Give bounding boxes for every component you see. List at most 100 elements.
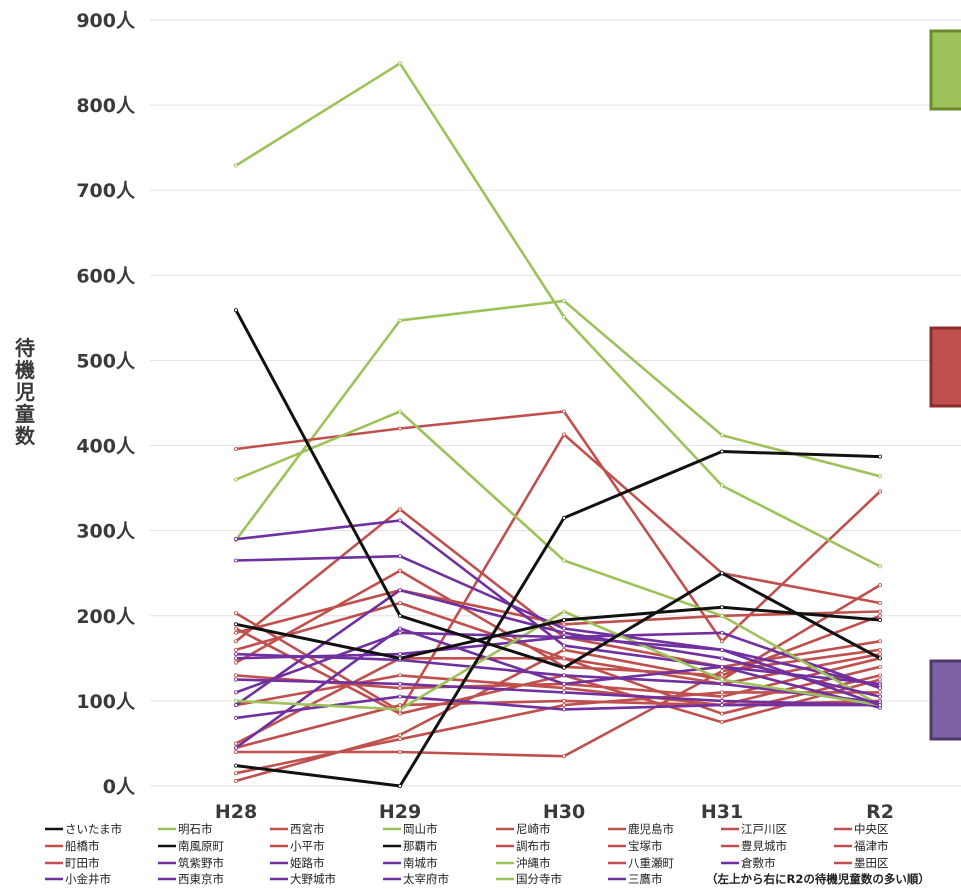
series-point xyxy=(233,652,238,657)
series-point xyxy=(233,163,238,168)
legend-label: 那覇市 xyxy=(403,839,438,853)
legend-label: 尼崎市 xyxy=(516,822,551,836)
series-line xyxy=(234,299,881,541)
series-point xyxy=(233,673,238,678)
series-point xyxy=(233,622,238,627)
series-point xyxy=(562,298,567,303)
series-point xyxy=(233,477,238,482)
series-point xyxy=(720,673,725,678)
series-point xyxy=(878,474,883,479)
series-point xyxy=(397,588,402,593)
series-point xyxy=(878,686,883,691)
legend-label: 国分寺市 xyxy=(516,872,562,886)
legend-label: 中央区 xyxy=(854,822,889,836)
legend-label: 筑紫野市 xyxy=(178,856,224,870)
group-box xyxy=(929,29,961,111)
series-point xyxy=(397,686,402,691)
series-point xyxy=(233,741,238,746)
series-point xyxy=(878,564,883,569)
series-point xyxy=(720,664,725,669)
series-point xyxy=(562,432,567,437)
series-point xyxy=(233,630,238,635)
series-point xyxy=(562,618,567,623)
series-point xyxy=(397,749,402,754)
legend-label: 福津市 xyxy=(854,839,889,853)
legend-label: 小金井市 xyxy=(65,872,111,886)
y-tick-label: 900人 xyxy=(76,10,136,32)
series-point xyxy=(720,433,725,438)
series-point xyxy=(878,647,883,652)
series-point xyxy=(878,639,883,644)
legend-note: （左上から右にR2の待機児童数の多い順） xyxy=(706,872,930,886)
group-boxes xyxy=(929,29,961,741)
legend-label: 太宰府市 xyxy=(403,872,449,886)
series-point xyxy=(233,647,238,652)
series-point xyxy=(562,690,567,695)
series-point xyxy=(397,613,402,618)
series-point xyxy=(720,483,725,488)
legend-label: 宝塚市 xyxy=(628,839,663,853)
series-point xyxy=(562,609,567,614)
series-point xyxy=(562,681,567,686)
series-point xyxy=(233,771,238,776)
series-point xyxy=(562,665,567,670)
series-point xyxy=(397,507,402,512)
legend-label: 明石市 xyxy=(178,822,213,836)
series-point xyxy=(397,711,402,716)
series-point xyxy=(878,656,883,661)
series-point xyxy=(233,763,238,768)
y-tick-label: 200人 xyxy=(76,606,136,628)
series-point xyxy=(397,703,402,708)
series-point xyxy=(397,707,402,712)
legend-label: 小平市 xyxy=(290,839,325,853)
series-point xyxy=(397,681,402,686)
series-point xyxy=(562,409,567,414)
series-line xyxy=(235,433,881,713)
series-point xyxy=(720,571,725,576)
legend-label: 江戸川区 xyxy=(741,822,787,836)
series-point xyxy=(878,673,883,678)
y-tick-label: 500人 xyxy=(76,350,136,372)
series-point xyxy=(562,656,567,661)
group-box xyxy=(929,326,961,408)
series-point xyxy=(233,626,238,631)
series-line xyxy=(235,450,881,788)
series-point xyxy=(233,745,238,750)
series-point xyxy=(720,690,725,695)
legend-label: 調布市 xyxy=(516,839,551,853)
series-point xyxy=(233,446,238,451)
series-point xyxy=(720,613,725,618)
series-point xyxy=(233,690,238,695)
series-point xyxy=(233,537,238,542)
series-point xyxy=(878,454,883,459)
series-point xyxy=(562,647,567,652)
legend-label: 西東京市 xyxy=(178,872,224,886)
series-point xyxy=(397,568,402,573)
series-point xyxy=(562,754,567,759)
y-tick-label: 600人 xyxy=(76,265,136,287)
legend-label: 三鷹市 xyxy=(628,872,663,886)
series-point xyxy=(397,656,402,661)
series-point xyxy=(562,673,567,678)
series-point xyxy=(233,308,238,313)
y-tick-label: 0人 xyxy=(103,776,136,798)
legend-label: 鹿児島市 xyxy=(628,822,674,836)
series-point xyxy=(878,583,883,588)
grid-lines xyxy=(150,19,961,787)
series-lines xyxy=(233,61,883,789)
legend-label: 町田市 xyxy=(65,856,100,870)
legend-label: 倉敷市 xyxy=(741,856,776,870)
series-point xyxy=(720,449,725,454)
series-point xyxy=(397,601,402,606)
series-point xyxy=(397,673,402,678)
series-point xyxy=(878,609,883,614)
x-tick-label: H31 xyxy=(701,801,743,823)
y-axis-label: 待機児童数 xyxy=(14,336,36,448)
group-box xyxy=(929,659,961,741)
legend-label: 姫路市 xyxy=(290,856,325,870)
series-point xyxy=(397,554,402,559)
series-point xyxy=(562,630,567,635)
series-point xyxy=(233,698,238,703)
series-point xyxy=(562,703,567,708)
